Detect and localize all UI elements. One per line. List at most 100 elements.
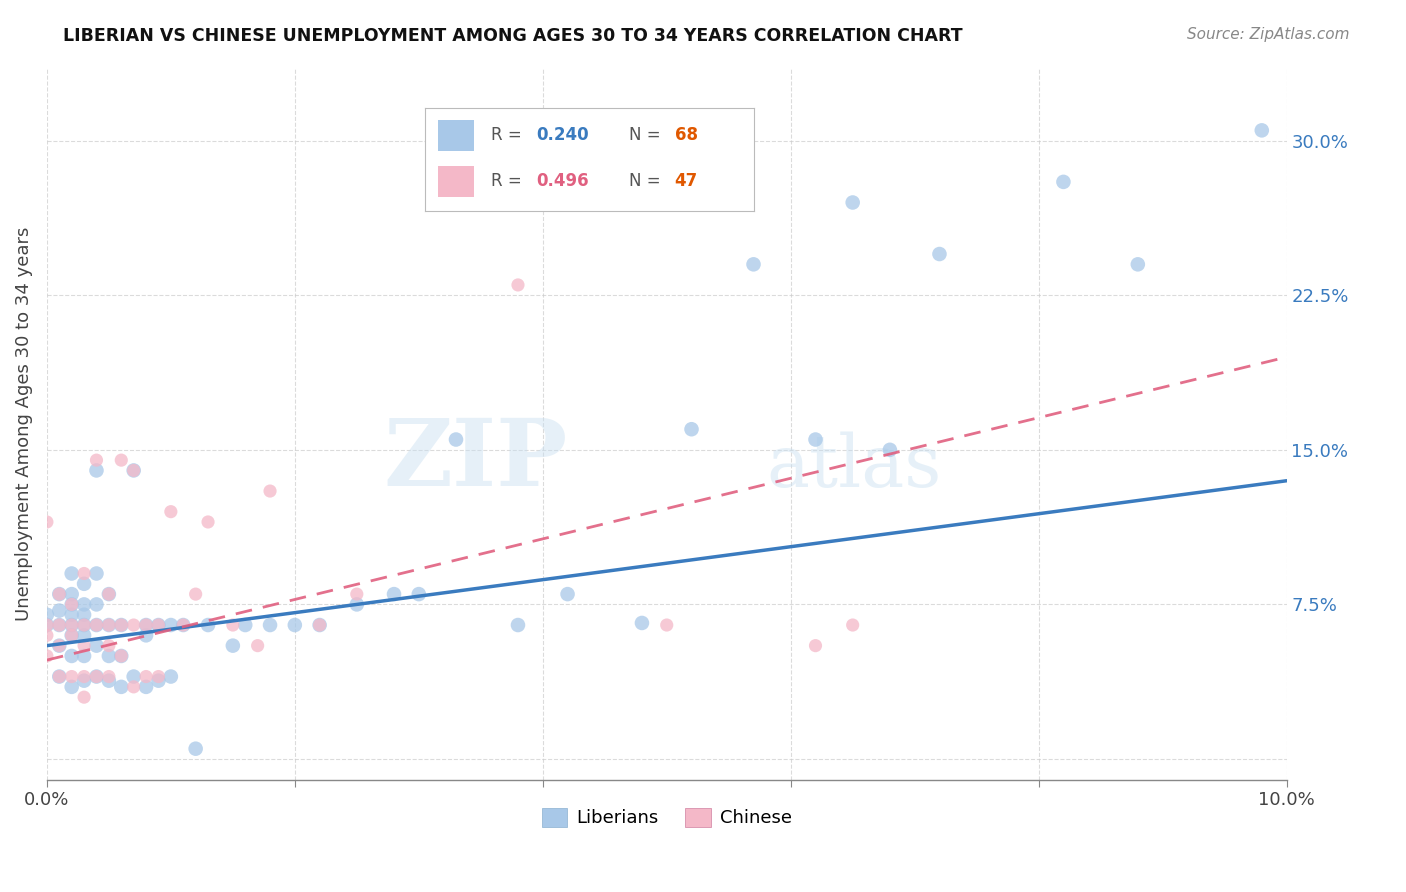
Point [48, 618, 70, 632]
Point [73, 639, 96, 653]
Point [73, 618, 96, 632]
Point [246, 639, 269, 653]
Point [60, 598, 83, 612]
Point [160, 505, 183, 519]
Point [60, 669, 83, 683]
Point [110, 648, 132, 663]
Point [35, 628, 58, 642]
Point [346, 598, 368, 612]
Point [86, 453, 108, 467]
Point [506, 618, 529, 632]
Point [1052, 175, 1074, 189]
Point [60, 587, 83, 601]
Point [110, 680, 132, 694]
Point [122, 463, 145, 477]
Point [97, 618, 120, 632]
Point [308, 618, 330, 632]
Point [35, 515, 58, 529]
Point [86, 639, 108, 653]
Point [86, 669, 108, 683]
Point [110, 618, 132, 632]
Point [1126, 257, 1149, 271]
Point [73, 628, 96, 642]
Point [346, 587, 368, 601]
Point [172, 618, 194, 632]
Point [73, 618, 96, 632]
Point [73, 598, 96, 612]
Point [444, 433, 467, 447]
Point [60, 607, 83, 622]
Point [35, 607, 58, 622]
Point [60, 648, 83, 663]
Point [222, 639, 245, 653]
Point [48, 618, 70, 632]
Point [184, 587, 207, 601]
Point [233, 618, 256, 632]
Point [97, 587, 120, 601]
Point [97, 648, 120, 663]
Point [804, 639, 827, 653]
Point [122, 463, 145, 477]
Point [135, 618, 157, 632]
Y-axis label: Unemployment Among Ages 30 to 34 years: Unemployment Among Ages 30 to 34 years [15, 227, 32, 621]
Point [110, 618, 132, 632]
Point [222, 618, 245, 632]
Point [172, 618, 194, 632]
Point [804, 433, 827, 447]
Point [73, 576, 96, 591]
Point [122, 618, 145, 632]
Point [631, 615, 654, 630]
Point [148, 673, 170, 688]
Point [928, 247, 950, 261]
Point [35, 618, 58, 632]
Point [48, 587, 70, 601]
Text: atlas: atlas [766, 432, 941, 502]
Point [97, 669, 120, 683]
Point [160, 618, 183, 632]
Point [557, 587, 579, 601]
Point [35, 618, 58, 632]
Point [135, 618, 157, 632]
Point [35, 648, 58, 663]
Point [73, 669, 96, 683]
Point [148, 669, 170, 683]
Point [60, 628, 83, 642]
Point [73, 648, 96, 663]
Point [135, 680, 157, 694]
Point [97, 673, 120, 688]
Point [879, 442, 901, 457]
Point [148, 618, 170, 632]
Point [135, 669, 157, 683]
Point [742, 257, 765, 271]
Point [60, 598, 83, 612]
Point [73, 690, 96, 705]
Point [841, 618, 863, 632]
Point [122, 669, 145, 683]
Point [48, 669, 70, 683]
Point [60, 618, 83, 632]
Point [97, 587, 120, 601]
Point [1250, 123, 1272, 137]
Point [97, 639, 120, 653]
Point [48, 604, 70, 618]
Text: LIBERIAN VS CHINESE UNEMPLOYMENT AMONG AGES 30 TO 34 YEARS CORRELATION CHART: LIBERIAN VS CHINESE UNEMPLOYMENT AMONG A… [63, 27, 963, 45]
Point [184, 741, 207, 756]
Point [48, 639, 70, 653]
Point [160, 669, 183, 683]
Point [122, 680, 145, 694]
Point [110, 453, 132, 467]
Point [73, 673, 96, 688]
Point [135, 628, 157, 642]
Point [681, 422, 703, 436]
Point [48, 587, 70, 601]
Point [60, 566, 83, 581]
Point [60, 680, 83, 694]
Point [60, 628, 83, 642]
Point [259, 618, 281, 632]
Legend: Liberians, Chinese: Liberians, Chinese [534, 801, 799, 835]
Point [259, 484, 281, 499]
Text: ZIP: ZIP [384, 415, 568, 505]
Point [841, 195, 863, 210]
Point [86, 618, 108, 632]
Point [197, 618, 219, 632]
